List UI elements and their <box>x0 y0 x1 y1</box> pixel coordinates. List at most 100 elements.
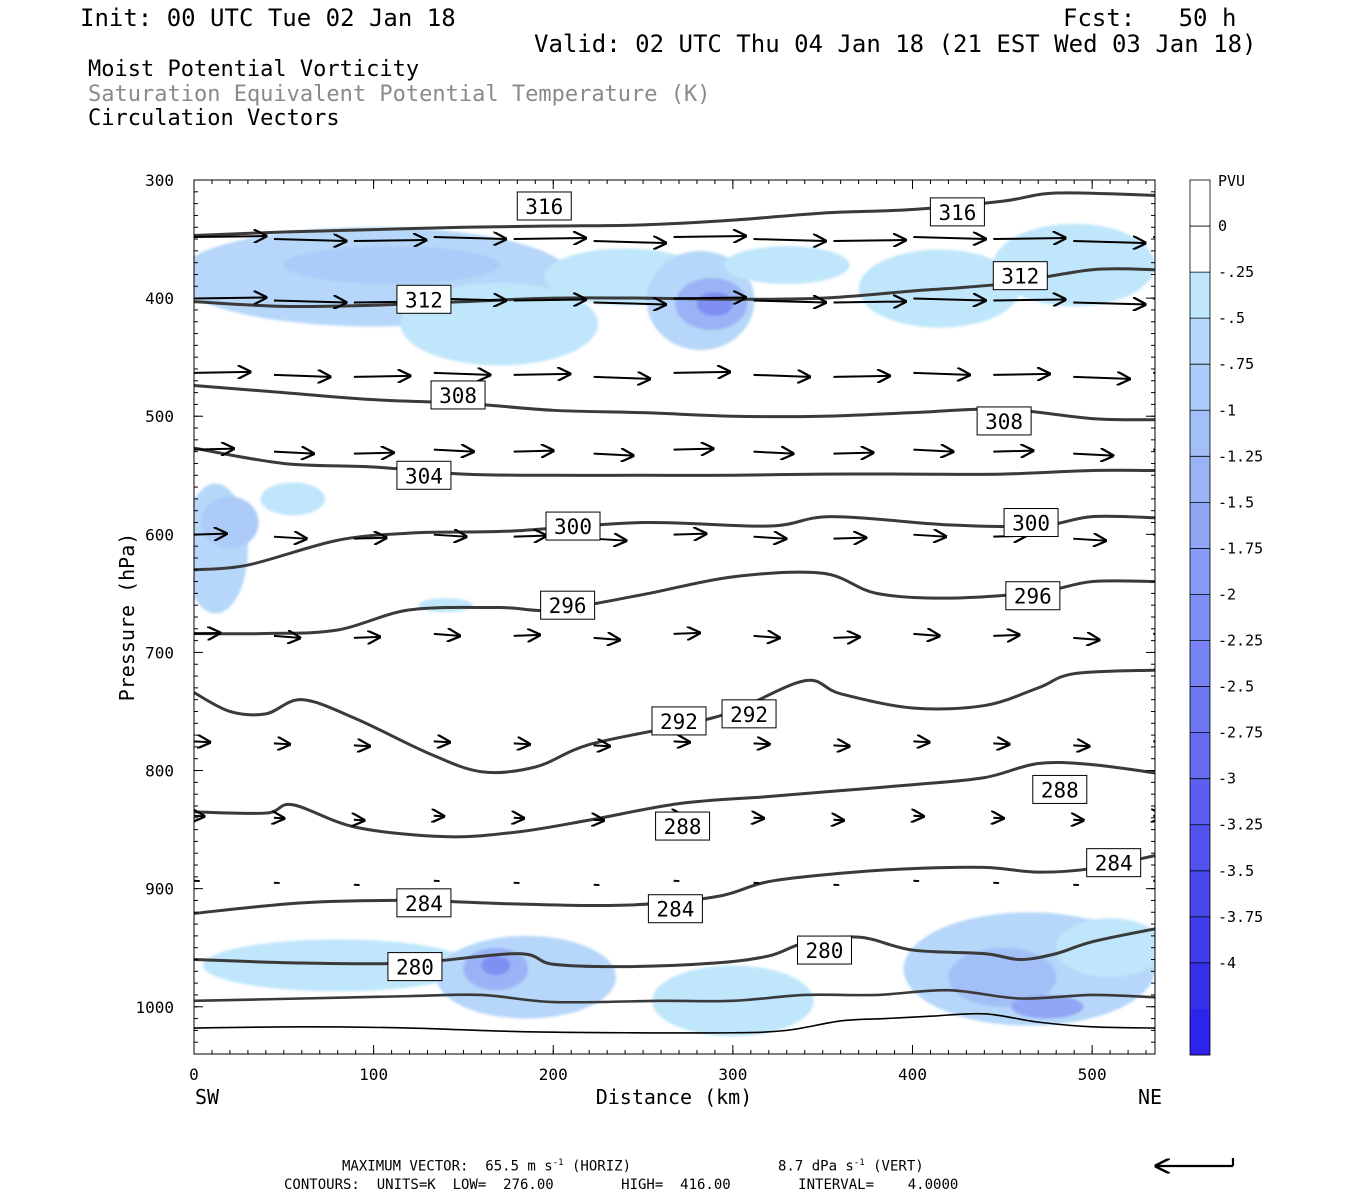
vector-arrow <box>593 454 634 456</box>
vector-arrow <box>353 453 394 454</box>
vector-arrow <box>833 376 889 377</box>
colorbar-swatch <box>1190 686 1210 734</box>
vector-arrow <box>993 818 1003 819</box>
colorbar-swatch <box>1190 364 1210 411</box>
vector-arrow <box>1073 820 1083 821</box>
vector-arrow <box>913 741 929 742</box>
vector-arrow <box>1153 297 1155 300</box>
contour-label-box <box>655 811 711 841</box>
y-tick-label: 1000 <box>135 998 174 1017</box>
colorbar-swatch <box>1190 824 1210 872</box>
vector-arrow <box>993 238 1065 239</box>
field-thetae-title: Saturation Equivalent Potential Temperat… <box>88 82 711 107</box>
vector-arrow <box>833 637 859 638</box>
contour-label-box <box>976 406 1032 436</box>
colorbar-label: -.75 <box>1218 355 1254 373</box>
contour-label-box <box>929 197 985 227</box>
vector-arrow <box>433 634 460 636</box>
contour-label: 308 <box>985 410 1023 434</box>
colorbar-label: -.25 <box>1218 263 1254 281</box>
vector-arrow <box>194 297 266 298</box>
contour-label-box <box>1003 508 1059 538</box>
contour-284 <box>194 854 1155 915</box>
contour-label: 316 <box>938 201 976 225</box>
vector-arrow <box>753 375 810 377</box>
vector-arrow <box>433 535 466 537</box>
field-pv-title: Moist Potential Vorticity <box>88 57 420 82</box>
vector-arrow <box>433 373 490 375</box>
colorbar-swatch <box>1190 916 1210 964</box>
contour-316 <box>194 191 1155 238</box>
contour-label-box <box>516 191 572 221</box>
colorbar-swatch <box>1190 732 1210 780</box>
contour-label-box <box>651 706 707 736</box>
contour-label-box <box>647 894 703 924</box>
contour-label: 300 <box>554 515 592 539</box>
init-time: Init: 00 UTC Tue 02 Jan 18 <box>80 4 456 32</box>
reference-vector-arrow <box>1156 1158 1235 1166</box>
vector-arrow <box>673 741 690 742</box>
vector-arrow <box>593 302 666 304</box>
max-vector-vert-label: (VERT) <box>864 1158 924 1175</box>
pv-region-7 <box>723 246 850 284</box>
colorbar-title: PVU <box>1218 172 1245 190</box>
vector-arrow <box>273 636 300 638</box>
colorbar-label: -1.25 <box>1218 447 1263 465</box>
x-tick-label: 0 <box>189 1065 199 1084</box>
max-vector-vert-note: 8.7 dPa s-1 (VERT) <box>778 1159 924 1174</box>
x-axis-right-end: NE <box>1138 1085 1162 1109</box>
vector-arrow <box>1153 632 1155 635</box>
contour-label: 304 <box>405 464 443 488</box>
contour-label: 308 <box>439 384 477 408</box>
vector-arrow <box>1073 241 1145 243</box>
colorbar-swatch <box>1190 962 1210 1010</box>
contour-label-box <box>721 699 777 729</box>
vector-arrow <box>753 636 780 638</box>
colorbar-label: -1.5 <box>1218 493 1254 511</box>
y-tick-label: 500 <box>145 407 174 426</box>
contour-276 <box>194 988 1155 1004</box>
axes: 0 100 200 300 400 500 300 400 500 600 700 800 900 100… <box>135 171 1155 1084</box>
vector-arrow <box>353 637 380 638</box>
x-tick-label: 300 <box>718 1065 747 1084</box>
max-vector-note: MAXIMUM VECTOR: 65.5 m s-1 (HORIZ) <box>342 1159 631 1174</box>
vector-arrow <box>913 535 945 537</box>
contour-label: 292 <box>660 710 698 734</box>
contour-label: 316 <box>525 195 563 219</box>
vector-arrow <box>273 375 330 377</box>
terrain-surface <box>194 1012 1155 1034</box>
vector-arrow <box>993 451 1033 452</box>
x-tick-label: 500 <box>1078 1065 1107 1084</box>
field-vectors-title: Circulation Vectors <box>88 106 340 131</box>
vector-arrow <box>513 536 546 537</box>
vector-arrow <box>1153 533 1155 536</box>
vector-arrow <box>753 239 826 241</box>
colorbar-swatch <box>1190 1008 1210 1056</box>
vector-arrow <box>1153 448 1155 451</box>
contour-label: 280 <box>806 939 844 963</box>
x-tick-label: 100 <box>359 1065 388 1084</box>
vector-arrow <box>993 743 1009 744</box>
colorbar-label: -3.75 <box>1218 908 1263 926</box>
colorbar-swatch <box>1190 180 1210 227</box>
vector-arrow <box>754 818 764 819</box>
colorbar-swatch <box>1190 272 1210 319</box>
contour-label-box <box>1086 848 1142 878</box>
vector-arrow <box>593 638 620 640</box>
colorbar-label: 0 <box>1218 217 1227 235</box>
colorbar-swatch <box>1190 594 1210 642</box>
contour-label: 280 <box>396 956 434 980</box>
vector-arrow <box>673 297 746 298</box>
contour-label: 296 <box>1014 585 1052 609</box>
vector-arrow <box>354 820 364 821</box>
circulation-vectors <box>194 236 1155 887</box>
contour-label-box <box>396 284 452 314</box>
vector-arrow <box>913 634 939 636</box>
y-axis-title: Pressure (hPa) <box>115 533 139 702</box>
colorbar-swatch <box>1190 778 1210 826</box>
vector-arrow <box>753 452 794 454</box>
vector-arrow <box>593 745 610 746</box>
vector-arrow <box>833 745 849 746</box>
vector-arrow <box>513 374 570 375</box>
